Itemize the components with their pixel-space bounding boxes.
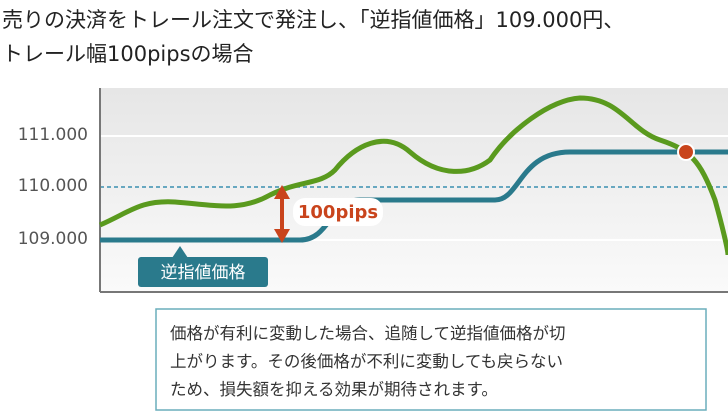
stop-line bbox=[100, 149, 728, 243]
width-label-bg bbox=[293, 198, 383, 226]
title: 売りの決済をトレール注文で発注し、「逆指値価格」109.000円、 bbox=[2, 8, 625, 32]
axis-label: 109.000 bbox=[17, 229, 88, 249]
note-box bbox=[155, 308, 707, 411]
arrow-head bbox=[274, 185, 290, 199]
note-line: ため、損失額を抑える効果が期待されます。 bbox=[170, 380, 498, 399]
stop-label-bg bbox=[138, 257, 268, 287]
stop-label: 逆指値価格 bbox=[161, 263, 246, 283]
note-line: 価格が有利に変動した場合、追随して逆指値価格が切 bbox=[170, 324, 566, 343]
trigger-point bbox=[677, 143, 695, 161]
axis-label: 111.000 bbox=[17, 125, 88, 145]
label-pointer bbox=[172, 246, 188, 258]
width-label: 100pips bbox=[298, 202, 378, 223]
note-line: 上がります。その後価格が不利に変動しても戻らない bbox=[170, 352, 564, 371]
axis-label: 110.000 bbox=[17, 176, 88, 196]
title: トレール幅100pipsの場合 bbox=[2, 42, 254, 66]
arrow-head bbox=[274, 229, 290, 243]
